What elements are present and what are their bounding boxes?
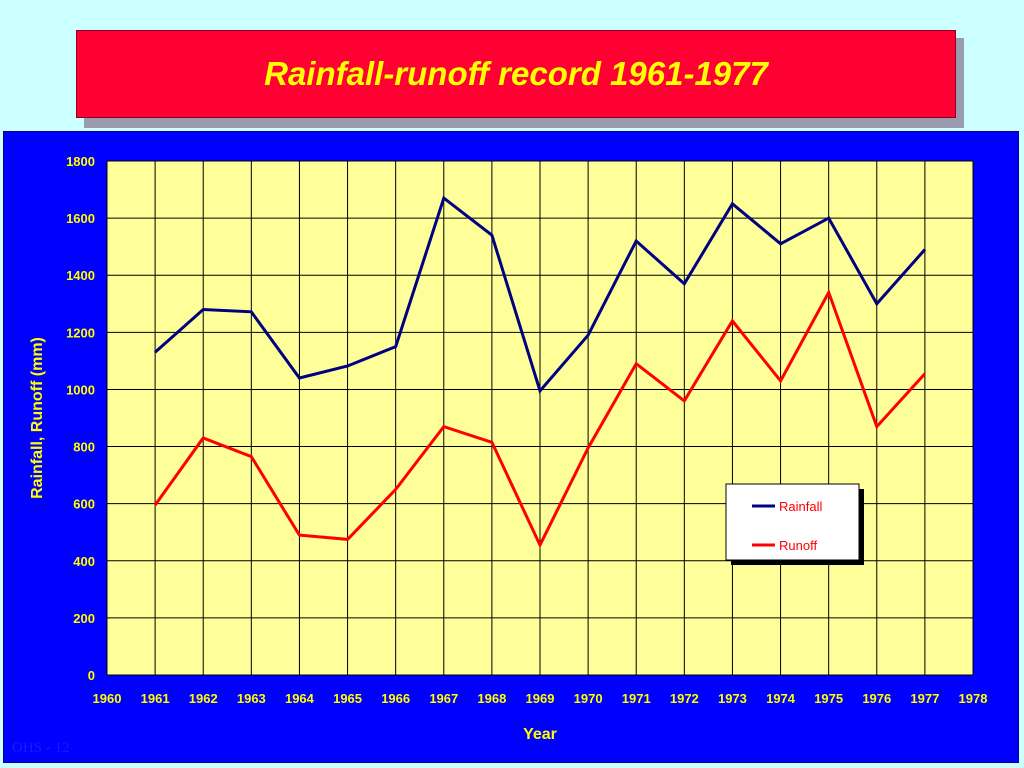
legend-box — [725, 483, 860, 561]
legend: Rainfall Runoff — [725, 483, 864, 565]
y-tick-labels: 0 200 400 600 800 1000 1200 1400 1600 1800 — [66, 154, 95, 683]
x-tick-label: 1962 — [189, 691, 218, 706]
grid-lines — [106, 160, 974, 676]
y-tick-label: 600 — [73, 497, 95, 512]
y-tick-label: 400 — [73, 554, 95, 569]
x-axis-title: Year — [523, 726, 557, 743]
line-chart: 1960 1961 1962 1963 1964 1965 1966 1967 1968 1969… — [29, 154, 988, 743]
x-tick-label: 1967 — [429, 691, 458, 706]
x-tick-label: 1961 — [141, 691, 170, 706]
x-tick-label: 1973 — [718, 691, 747, 706]
x-tick-label: 1964 — [285, 691, 315, 706]
x-tick-label: 1972 — [670, 691, 699, 706]
x-tick-label: 1963 — [237, 691, 266, 706]
slide-title: Rainfall-runoff record 1961-1977 — [264, 55, 768, 92]
chart-panel: 1960 1961 1962 1963 1964 1965 1966 1967 1968 1969… — [3, 131, 1019, 763]
legend-label-rainfall: Rainfall — [779, 499, 822, 514]
y-tick-label: 1200 — [66, 325, 95, 340]
x-tick-label: 1968 — [477, 691, 506, 706]
x-tick-label: 1970 — [574, 691, 603, 706]
title-banner: Rainfall-runoff record 1961-1977 — [76, 30, 956, 118]
x-tick-label: 1977 — [910, 691, 939, 706]
x-tick-label: 1976 — [862, 691, 891, 706]
y-tick-label: 1800 — [66, 154, 95, 169]
y-tick-label: 1000 — [66, 382, 95, 397]
x-tick-label: 1974 — [766, 691, 796, 706]
y-tick-label: 200 — [73, 611, 95, 626]
y-axis-title: Rainfall, Runoff (mm) — [29, 337, 46, 499]
y-tick-label: 1600 — [66, 211, 95, 226]
x-tick-label: 1975 — [814, 691, 843, 706]
x-tick-label: 1969 — [526, 691, 555, 706]
x-tick-label: 1965 — [333, 691, 362, 706]
series-lines — [153, 195, 927, 549]
x-tick-label: 1960 — [93, 691, 122, 706]
slide-footer: OHS - 12 — [12, 740, 70, 756]
y-tick-label: 1400 — [66, 268, 95, 283]
x-tick-label: 1971 — [622, 691, 651, 706]
x-tick-label: 1978 — [959, 691, 988, 706]
x-tick-labels: 1960 1961 1962 1963 1964 1965 1966 1967 1968 1969… — [93, 691, 988, 706]
x-tick-label: 1966 — [381, 691, 410, 706]
y-tick-label: 0 — [88, 668, 95, 683]
legend-label-runoff: Runoff — [779, 538, 817, 553]
y-tick-label: 800 — [73, 440, 95, 455]
